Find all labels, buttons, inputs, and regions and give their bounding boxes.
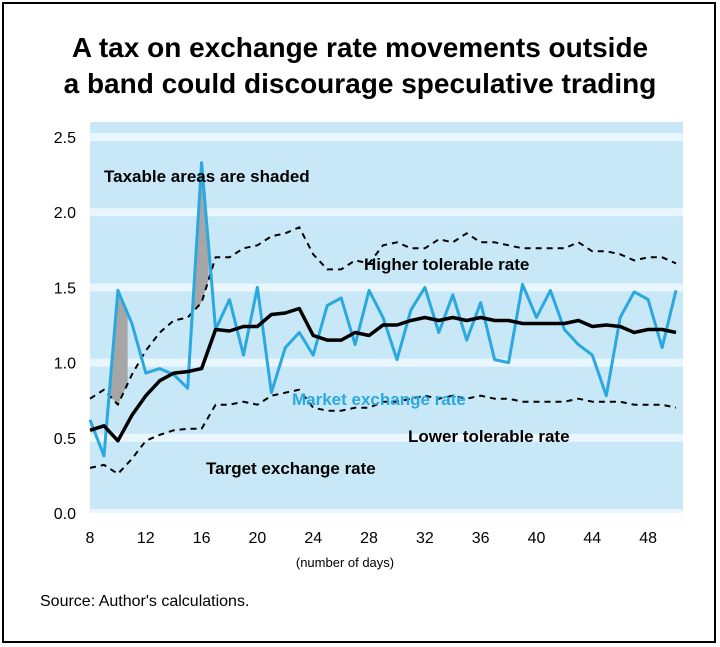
lower-tolerable-rate-line [89, 388, 677, 475]
annotation-higher: Higher tolerable rate [364, 255, 529, 274]
y-tick-label: 2.0 [54, 205, 76, 222]
title-line-1: A tax on exchange rate movements outside [71, 32, 649, 63]
x-axis-label: (number of days) [296, 555, 394, 570]
y-tick-label: 0.5 [54, 431, 76, 448]
x-tick-labels: 8 12 16 20 24 28 32 36 40 44 48 [86, 530, 658, 547]
x-tick-label: 44 [583, 530, 601, 547]
target-exchange-rate-line [89, 306, 677, 443]
background-bands [90, 122, 683, 513]
grid-band-gap [90, 283, 683, 292]
x-tick-label: 24 [304, 530, 322, 547]
chart-title: A tax on exchange rate movements outside… [0, 30, 720, 102]
x-tick-label: 20 [249, 530, 267, 547]
annotation-market: Market exchange rate [292, 390, 466, 409]
annotation-target: Target exchange rate [206, 459, 376, 478]
source-note: Source: Author's calculations. [40, 593, 250, 610]
y-tick-label: 1.5 [54, 280, 76, 297]
x-tick-label: 28 [360, 530, 378, 547]
market-exchange-rate-line [88, 161, 678, 458]
y-tick-label: 0.0 [54, 506, 76, 523]
annotation-lower: Lower tolerable rate [408, 427, 570, 446]
y-tick-label: 1.0 [54, 356, 76, 373]
grid-band-gap [90, 509, 683, 513]
title-line-2: a band could discourage speculative trad… [63, 68, 657, 99]
grid-band-gap [90, 133, 683, 142]
x-tick-label: 36 [472, 530, 490, 547]
grid-band-gap [90, 433, 683, 442]
x-tick-label: 8 [86, 530, 95, 547]
y-tick-label: 2.5 [54, 130, 76, 147]
taxable-shaded-area [109, 292, 128, 405]
series-lines [88, 161, 678, 475]
x-tick-label: 40 [528, 530, 546, 547]
annotation-taxable: Taxable areas are shaded [104, 167, 310, 186]
higher-tolerable-rate-line [89, 226, 677, 406]
grid-band-gap [90, 208, 683, 217]
y-tick-labels: 0.0 0.5 1.0 1.5 2.0 2.5 [54, 130, 76, 523]
x-tick-label: 12 [137, 530, 155, 547]
x-tick-label: 16 [193, 530, 211, 547]
x-tick-label: 32 [416, 530, 434, 547]
grid-band-gap [90, 358, 683, 367]
x-tick-label: 48 [639, 530, 657, 547]
